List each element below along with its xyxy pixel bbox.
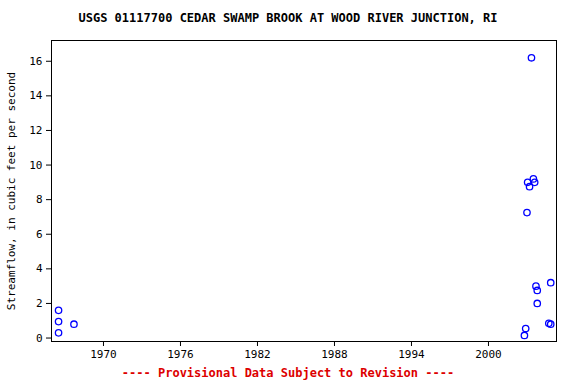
svg-text:8: 8 bbox=[36, 193, 43, 206]
svg-text:12: 12 bbox=[29, 124, 42, 137]
svg-text:4: 4 bbox=[36, 262, 43, 275]
svg-text:0: 0 bbox=[36, 332, 43, 345]
svg-text:14: 14 bbox=[29, 89, 43, 102]
html-text:---- Provisional Data Subject: ---- Provisional Data Subject to Revisio… bbox=[121, 366, 455, 380]
svg-text:1982: 1982 bbox=[244, 348, 271, 361]
svg-text:1976: 1976 bbox=[167, 348, 194, 361]
svg-text:1988: 1988 bbox=[321, 348, 348, 361]
html-text:USGS 01117700 CEDAR SWAMP BROO: USGS 01117700 CEDAR SWAMP BROOK AT WOOD … bbox=[78, 11, 498, 25]
svg-text:16: 16 bbox=[29, 55, 42, 68]
svg-text:1970: 1970 bbox=[90, 348, 117, 361]
svg-text:Streamflow, in cubic feet per: Streamflow, in cubic feet per second bbox=[5, 72, 18, 310]
svg-text:10: 10 bbox=[29, 159, 42, 172]
svg-text:2000: 2000 bbox=[475, 348, 502, 361]
svg-text:6: 6 bbox=[36, 228, 43, 241]
svg-text:2: 2 bbox=[36, 297, 43, 310]
svg-text:1994: 1994 bbox=[398, 348, 425, 361]
